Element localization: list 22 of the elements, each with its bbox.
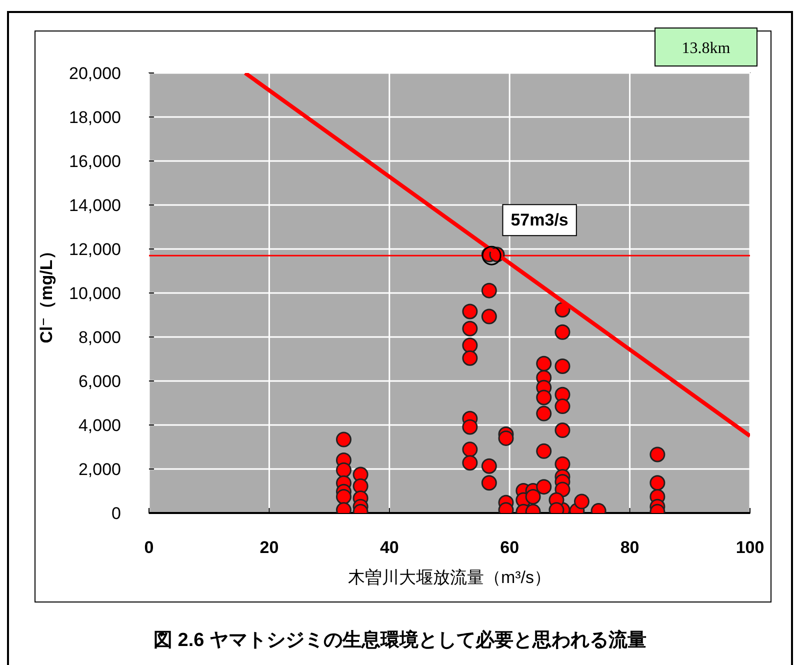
y-tick-label: 14,000 [69, 196, 121, 215]
text: 図 2.6 ヤマトシジミの生息環境として必要と思われる流量 [154, 629, 646, 651]
text: 13.8km [682, 40, 731, 57]
y-tick-label: 16,000 [69, 152, 121, 171]
x-tick-label: 40 [380, 538, 399, 557]
y-tick-label: 4,000 [78, 416, 121, 435]
y-tick-label: 0 [112, 504, 121, 523]
y-tick-label: 12,000 [69, 240, 121, 259]
x-tick-label: 80 [620, 538, 640, 557]
y-tick-label: 8,000 [78, 328, 121, 347]
y-tick-label: 2,000 [78, 460, 121, 479]
y-tick-label: 18,000 [69, 108, 121, 127]
y-tick-label: 6,000 [78, 372, 121, 391]
y-tick-label: 20,000 [69, 64, 121, 83]
x-axis-title: 木曽川大堰放流量（m³/s） [348, 568, 552, 587]
x-tick-label: 60 [500, 538, 520, 557]
x-tick-label: 0 [144, 538, 154, 557]
x-tick-label: 20 [260, 538, 279, 557]
x-tick-label: 100 [736, 538, 764, 557]
y-axis-title: Cl⁻（mg/L） [37, 242, 56, 344]
y-tick-label: 10,000 [69, 284, 121, 303]
annotation: 57m3/s [510, 210, 568, 230]
